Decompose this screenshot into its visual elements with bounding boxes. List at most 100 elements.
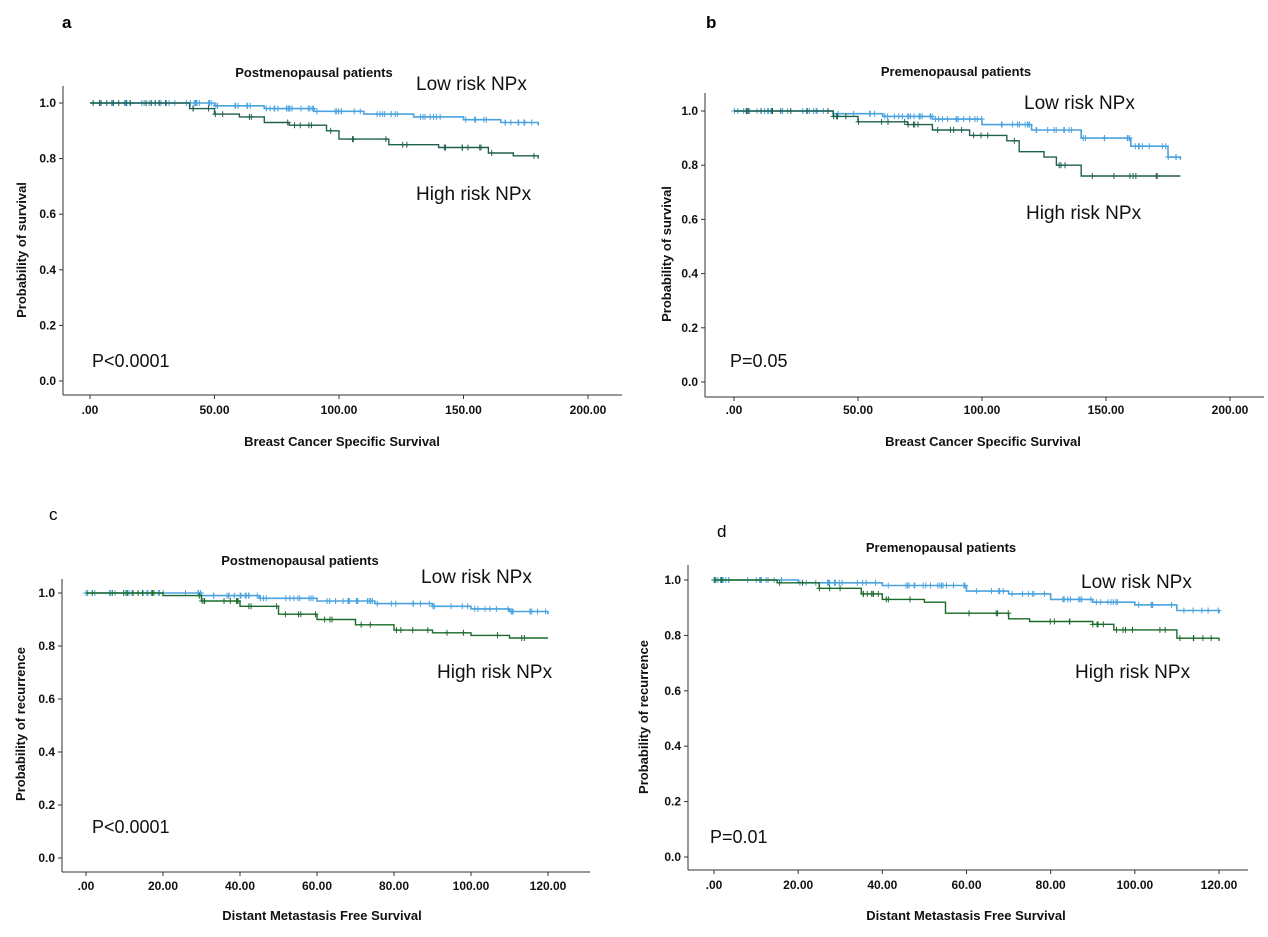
y-tick-label: 0.4	[39, 263, 56, 277]
high-risk-censor-mark	[305, 122, 312, 129]
low-risk-censor-mark	[226, 592, 233, 599]
high-risk-censor-mark	[1208, 635, 1215, 642]
low-risk-censor-mark	[950, 582, 957, 589]
low-risk-censor-mark	[1033, 126, 1040, 133]
high-risk-censor-mark	[321, 616, 328, 623]
low-risk-censor-mark	[254, 592, 261, 599]
x-axis-label: Breast Cancer Specific Survival	[244, 434, 440, 449]
low-risk-censor-mark	[1075, 596, 1082, 603]
high-risk-censor-mark	[196, 592, 203, 599]
x-tick-label: 80.00	[1036, 878, 1066, 892]
p-value: P=0.01	[710, 827, 768, 847]
low-risk-censor-mark	[526, 608, 533, 615]
high-risk-censor-mark	[190, 105, 197, 112]
panel-d: Premenopausal patients Probability of re…	[636, 540, 1248, 923]
low-risk-censor-mark	[374, 600, 381, 607]
low-risk-censor-mark	[854, 579, 861, 586]
low-risk-curve	[734, 110, 1182, 160]
high-risk-censor-mark	[326, 616, 333, 623]
low-risk-censor-mark	[911, 582, 918, 589]
y-axis-label: Probability of recurrence	[13, 647, 28, 801]
high-risk-censor-mark	[393, 627, 400, 634]
low-risk-censor-mark	[1112, 599, 1119, 606]
low-risk-censor-mark	[332, 597, 339, 604]
high-risk-censor-mark	[350, 136, 357, 143]
y-tick-label: 0.6	[681, 212, 698, 226]
y-tick-label: 1.0	[38, 586, 55, 600]
x-tick-label: 200.00	[570, 403, 607, 417]
panel-letter-d: d	[717, 522, 726, 541]
x-tick-label: 20.00	[148, 879, 178, 893]
low-risk-censor-mark	[528, 119, 535, 126]
high-risk-censor-mark	[978, 132, 985, 139]
high-risk-censor-mark	[248, 603, 255, 610]
y-tick-label: 0.4	[681, 267, 698, 281]
p-value: P=0.05	[730, 351, 788, 371]
y-axis-label: Probability of survival	[659, 186, 674, 322]
high-risk-censor-mark	[464, 144, 471, 151]
low-risk-censor-mark	[960, 116, 967, 123]
x-tick-label: 40.00	[225, 879, 255, 893]
low-risk-censor-mark	[472, 116, 479, 123]
high-risk-censor-mark	[970, 132, 977, 139]
high-risk-censor-mark	[424, 627, 431, 634]
low-risk-censor-mark	[417, 113, 424, 120]
x-tick-label: 20.00	[783, 878, 813, 892]
high-risk-censor-mark	[123, 100, 130, 106]
y-tick-label: 0.8	[39, 152, 56, 166]
low-risk-censor-mark	[1101, 135, 1108, 142]
x-axis-label: Distant Metastasis Free Survival	[866, 908, 1065, 923]
high-risk-censor-mark	[476, 144, 483, 151]
low-risk-censor-mark	[289, 105, 296, 112]
low-risk-censor-mark	[486, 605, 493, 612]
high-risk-censor-mark	[803, 108, 810, 114]
low-risk-censor-mark	[1014, 121, 1021, 128]
low-risk-censor-mark	[243, 592, 250, 599]
low-risk-censor-mark	[920, 582, 927, 589]
chart-title: Postmenopausal patients	[235, 65, 392, 80]
x-tick-label: 80.00	[379, 879, 409, 893]
high-risk-censor-mark	[518, 635, 525, 642]
x-tick-label: 50.00	[843, 403, 873, 417]
high-risk-censor-mark	[777, 108, 784, 114]
high-risk-label: High risk NPx	[1026, 203, 1142, 224]
low-risk-censor-mark	[885, 582, 892, 589]
high-risk-censor-mark	[90, 100, 97, 106]
low-risk-censor-mark	[867, 110, 874, 117]
low-risk-censor-mark	[212, 102, 219, 109]
low-risk-censor-mark	[1061, 596, 1068, 603]
high-risk-censor-mark	[494, 632, 501, 639]
x-tick-label: .00	[706, 878, 723, 892]
high-risk-censor-mark	[1190, 635, 1197, 642]
low-risk-label: Low risk NPx	[1024, 93, 1135, 114]
high-risk-censor-mark	[399, 141, 406, 148]
low-risk-censor-mark	[464, 603, 471, 610]
y-tick-label: 0.6	[39, 207, 56, 221]
low-risk-censor-mark	[1149, 601, 1156, 608]
high-risk-censor-mark	[460, 629, 467, 636]
high-risk-censor-mark	[89, 590, 96, 596]
low-risk-censor-mark	[429, 603, 436, 610]
low-risk-censor-mark	[895, 113, 902, 120]
high-risk-censor-mark	[212, 111, 219, 118]
high-risk-censor-mark	[1066, 618, 1073, 625]
high-risk-censor-mark	[1199, 635, 1206, 642]
low-risk-censor-mark	[955, 116, 962, 123]
low-risk-censor-mark	[493, 605, 500, 612]
y-tick-label: 0.0	[681, 375, 698, 389]
panel-letter-c: c	[49, 505, 58, 524]
x-tick-label: 40.00	[867, 878, 897, 892]
high-risk-censor-mark	[958, 126, 965, 133]
low-risk-censor-mark	[995, 588, 1002, 595]
high-risk-censor-mark	[885, 596, 892, 603]
p-value: P<0.0001	[92, 351, 170, 371]
low-risk-censor-mark	[510, 608, 517, 615]
high-risk-censor-mark	[1176, 635, 1183, 642]
high-risk-censor-mark	[901, 118, 908, 125]
high-risk-censor-mark	[205, 105, 212, 112]
high-risk-censor-mark	[1120, 626, 1127, 633]
high-risk-censor-mark	[950, 126, 957, 133]
y-axis-label: Probability of recurrence	[636, 640, 651, 794]
low-risk-censor-mark	[357, 108, 364, 115]
